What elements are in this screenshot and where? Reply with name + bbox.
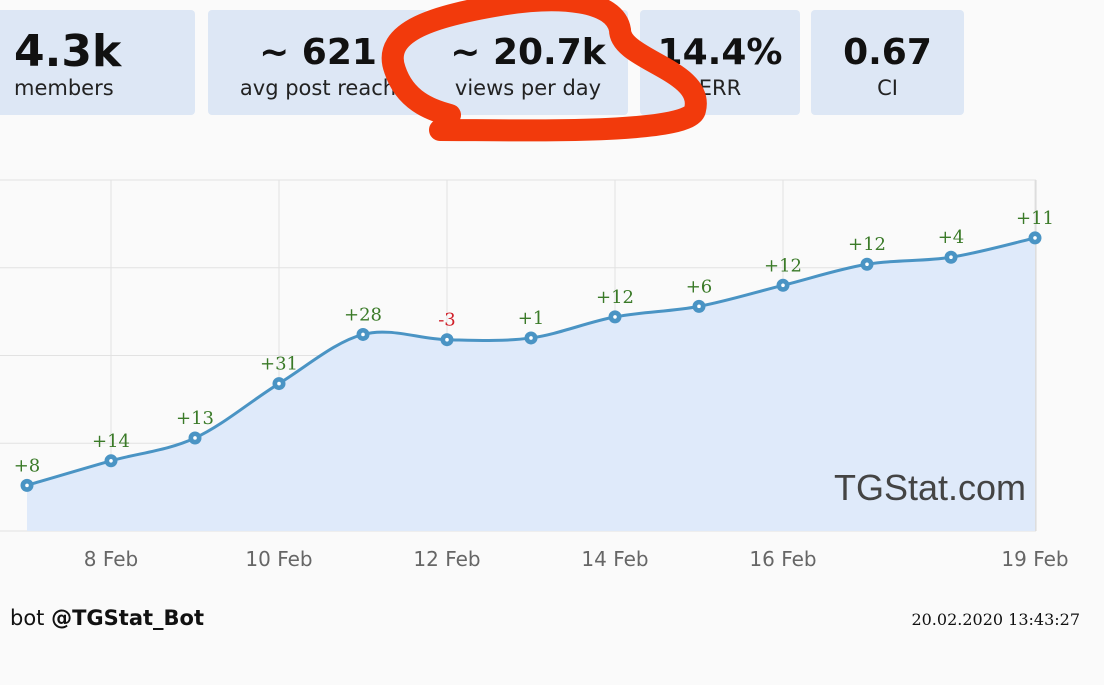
x-tick-label: 10 Feb [245, 547, 312, 571]
point-center [697, 304, 701, 309]
stat-value: ~ 621 [259, 32, 377, 73]
point-center [613, 315, 617, 319]
footer-bot: bot @TGStat_Bot [10, 606, 204, 630]
change-label: +8 [14, 455, 41, 476]
point-center [1033, 236, 1037, 240]
stat-label: CI [877, 76, 898, 100]
point-center [277, 381, 281, 386]
change-label: +13 [176, 408, 214, 429]
bot-handle[interactable]: @TGStat_Bot [51, 606, 205, 630]
point-center [949, 255, 953, 260]
stat-card[interactable]: 0.67 CI [811, 10, 964, 115]
change-label: +4 [938, 227, 965, 248]
point-center [529, 336, 533, 340]
change-label: +12 [596, 287, 634, 308]
stat-value: 0.67 [843, 32, 932, 73]
change-label: +6 [686, 276, 713, 297]
change-label: +12 [764, 255, 802, 276]
point-center [25, 483, 29, 488]
change-label: +14 [92, 431, 130, 452]
change-label: -3 [438, 310, 456, 331]
x-tick-label: 16 Feb [749, 547, 816, 571]
bot-prefix: bot [10, 606, 45, 630]
point-center [445, 337, 449, 342]
x-tick-label: 14 Feb [581, 547, 648, 571]
stat-label: avg post reach [239, 76, 397, 100]
x-tick-label: 19 Feb [1001, 547, 1068, 571]
stat-label: members [14, 76, 114, 100]
timestamp: 20.02.2020 13:43:27 [911, 610, 1080, 629]
change-label: +31 [260, 354, 298, 375]
point-center [193, 436, 197, 440]
point-center [109, 459, 113, 463]
point-center [781, 283, 785, 288]
area [27, 237, 1035, 532]
watermark: TGStat.com [834, 467, 1026, 508]
x-tick-label: 12 Feb [413, 547, 480, 571]
point-center [865, 262, 869, 267]
x-tick-label: 8 Feb [84, 547, 139, 571]
change-label: +12 [848, 234, 886, 255]
stat-value: 4.3k [14, 26, 122, 77]
change-label: +28 [344, 304, 382, 325]
stat-card[interactable]: 4.3k members [0, 10, 195, 115]
change-label: +11 [1016, 208, 1054, 229]
change-label: +1 [518, 308, 545, 329]
point-center [361, 332, 365, 337]
